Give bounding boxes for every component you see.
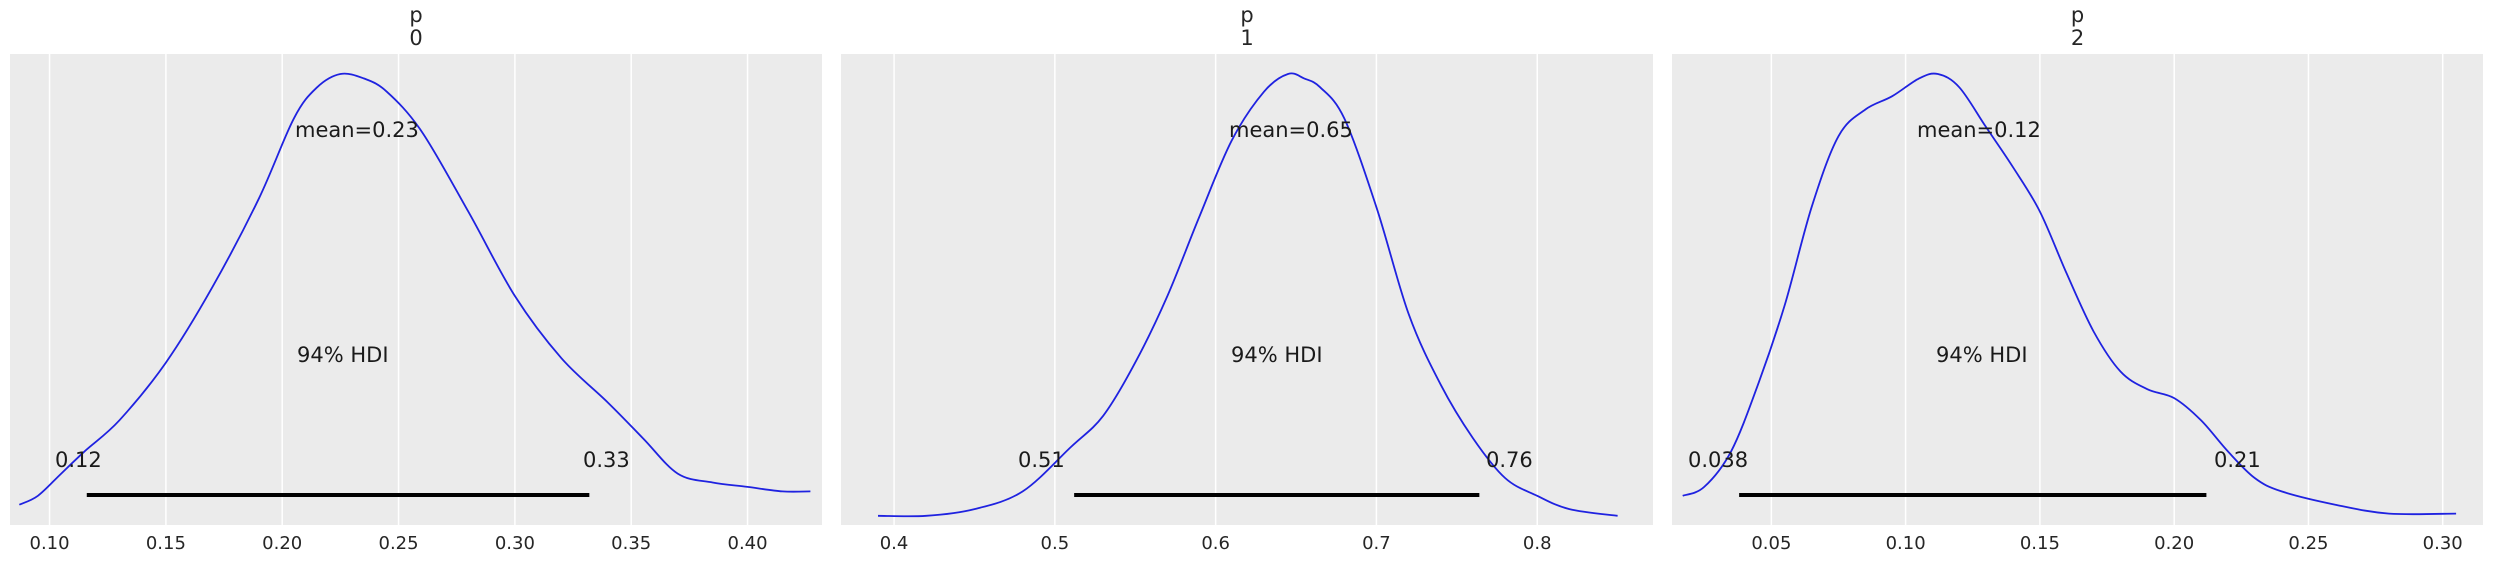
mean-label: mean=0.23 (295, 118, 419, 142)
chart-panel-0: 0.10 0.15 0.20 0.25 0.30 0.35 0.40 p0 mean=0.23 9… (10, 3, 822, 554)
density-curve (18, 72, 811, 506)
x-tick-label: 0.20 (262, 533, 302, 554)
hdi-high-label: 0.21 (2214, 448, 2261, 472)
panel-title-variable: p (409, 3, 422, 27)
x-tick-label: 0.8 (1523, 533, 1552, 554)
chart-panel-2: 0.05 0.10 0.15 0.20 0.25 0.30 p2 mean=0.12 94% H… (1672, 3, 2483, 554)
plot-background (1672, 54, 2483, 525)
x-tick-label: 0.30 (495, 533, 535, 554)
mean-label: mean=0.12 (1917, 118, 2041, 142)
x-tick-label: 0.20 (2154, 533, 2194, 554)
x-tick-label: 0.30 (2423, 533, 2463, 554)
x-tick-label: 0.10 (30, 533, 70, 554)
panel-title-index: 0 (409, 26, 422, 50)
x-tick-label: 0.15 (2020, 533, 2060, 554)
x-tick-label: 0.05 (1751, 533, 1791, 554)
x-tick-label: 0.5 (1041, 533, 1070, 554)
x-tick-label: 0.10 (1886, 533, 1926, 554)
chart-panel-1: 0.4 0.5 0.6 0.7 0.8 p1 mean=0.65 94% HDI 0.51 0.7… (841, 3, 1653, 554)
x-tick-label: 0.40 (728, 533, 768, 554)
density-curve (877, 72, 1618, 518)
panel-title-index: 1 (1240, 26, 1253, 50)
panel-title-variable: p (1240, 3, 1253, 27)
x-tick-label: 0.25 (379, 533, 419, 554)
panel-title-index: 2 (2071, 26, 2084, 50)
x-tick-label: 0.15 (146, 533, 186, 554)
hdi-low-label: 0.51 (1018, 448, 1065, 472)
x-tick-label: 0.25 (2288, 533, 2328, 554)
hdi-low-label: 0.12 (55, 448, 102, 472)
mean-label: mean=0.65 (1229, 118, 1353, 142)
hdi-label: 94% HDI (297, 343, 389, 367)
hdi-high-label: 0.33 (583, 448, 630, 472)
hdi-high-label: 0.76 (1486, 448, 1533, 472)
x-tick-label: 0.7 (1362, 533, 1391, 554)
plot-background (10, 54, 822, 525)
plot-background (841, 54, 1653, 525)
hdi-label: 94% HDI (1936, 343, 2028, 367)
hdi-low-label: 0.038 (1688, 448, 1748, 472)
x-tick-label: 0.4 (880, 533, 909, 554)
x-tick-label: 0.6 (1201, 533, 1230, 554)
density-curve (1682, 72, 2457, 516)
hdi-label: 94% HDI (1231, 343, 1323, 367)
x-tick-label: 0.35 (611, 533, 651, 554)
panel-title-variable: p (2071, 3, 2084, 27)
